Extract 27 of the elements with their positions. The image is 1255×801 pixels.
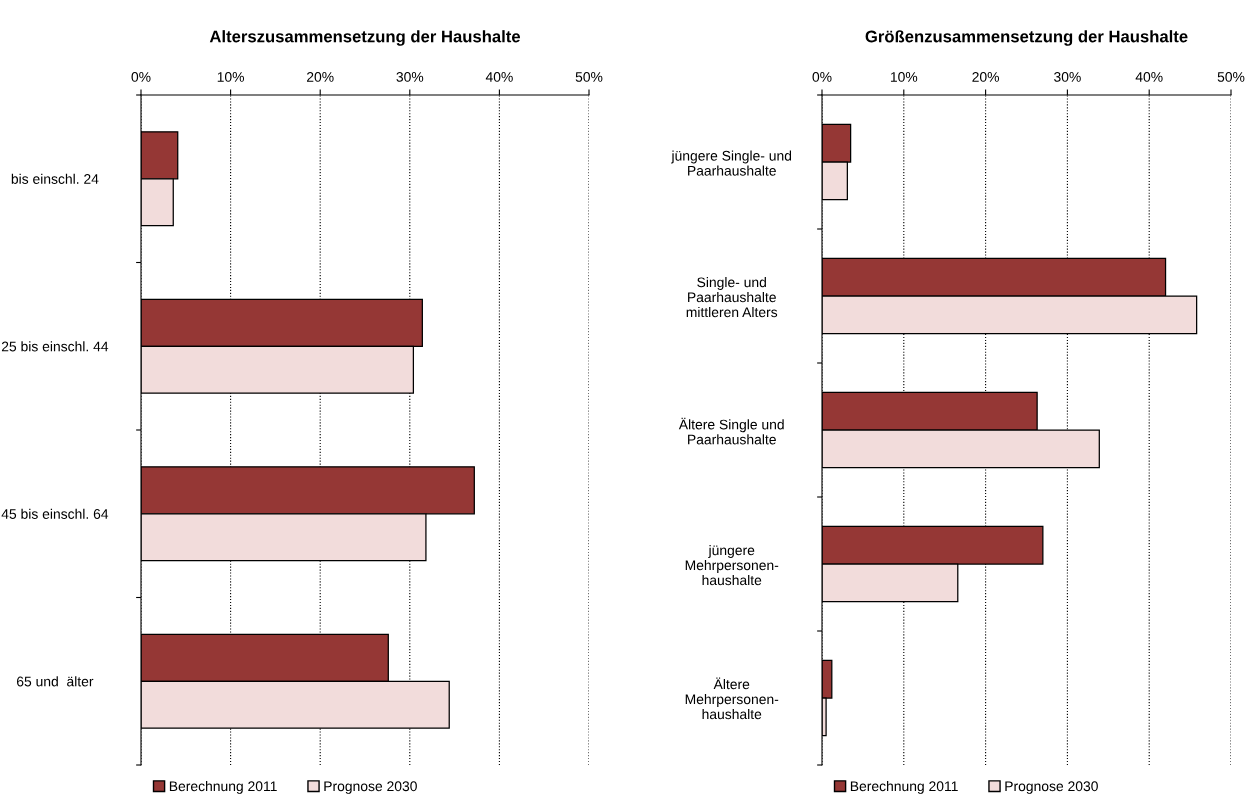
y-tick-label: Ältere Mehrpersonen- haushalte	[685, 677, 779, 720]
x-tick-label: 40%	[1135, 72, 1163, 82]
x-tick-label: 10%	[890, 72, 918, 82]
legend-label: Berechnung 2011	[850, 780, 958, 794]
x-tick-label: 10%	[217, 72, 245, 82]
y-tick-label: 65 und älter	[16, 676, 94, 687]
y-tick-label: jüngere Mehrpersonen- haushalte	[685, 545, 779, 586]
chart-title: Alterszusammensetzung der Haushalte	[209, 30, 521, 46]
y-tick-label: Ältere Single und Paarhaushalte	[678, 417, 784, 445]
x-tick-label: 40%	[485, 72, 513, 82]
x-tick-label: 30%	[396, 72, 424, 82]
x-tick-label: 0%	[812, 72, 832, 82]
y-tick-label: bis einschl. 24	[11, 173, 99, 184]
x-tick-label: 30%	[1054, 72, 1081, 82]
x-tick-label: 50%	[575, 72, 603, 82]
y-tick-label: 45 bis einschl. 64	[1, 508, 109, 519]
chart-title: Größenzusammensetzung der Haushalte	[865, 30, 1188, 46]
legend-label: Berechnung 2011	[169, 780, 277, 794]
x-tick-label: 50%	[1217, 72, 1245, 82]
legend-label: Prognose 2030	[324, 781, 417, 794]
y-tick-label: jüngere Single- und Paarhaushalte	[671, 150, 792, 176]
x-tick-label: 20%	[972, 72, 1000, 82]
legend-label: Prognose 2030	[1005, 781, 1098, 794]
y-tick-label: 25 bis einschl. 44	[1, 341, 109, 352]
y-tick-label: Single- und Paarhaushalte mittleren Alters	[686, 277, 778, 318]
x-tick-label: 20%	[307, 72, 334, 82]
x-tick-label: 0%	[131, 72, 151, 82]
